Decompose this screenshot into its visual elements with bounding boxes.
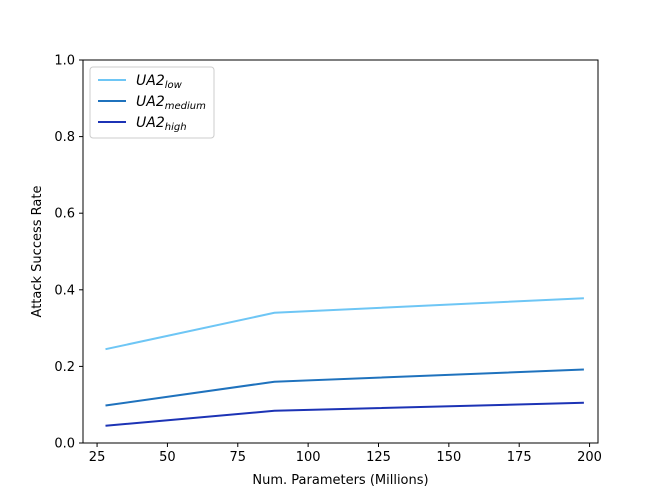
x-axis: 25 50 75 100 125 150 175 200	[89, 443, 602, 465]
legend-box	[89, 66, 215, 139]
y-tick-label: 1.0	[54, 54, 75, 69]
y-axis: 0.0 0.2 0.4 0.6 0.8 1.0	[54, 54, 83, 452]
x-tick-label: 75	[230, 450, 247, 465]
series-line-high	[105, 401, 584, 427]
y-tick-label: 0.4	[54, 283, 75, 298]
y-axis-label: Attack Success Rate	[30, 186, 45, 318]
series-lines	[105, 297, 584, 427]
y-tick-label: 0.2	[54, 360, 75, 375]
x-axis-label: Num. Parameters (Millions)	[252, 473, 428, 488]
series-line-medium	[105, 368, 584, 407]
x-tick-label: 175	[507, 450, 532, 465]
x-tick-label: 50	[159, 450, 176, 465]
series-line-low	[105, 297, 584, 351]
x-tick-label: 125	[366, 450, 391, 465]
x-tick-label: 100	[296, 450, 321, 465]
x-tick-label: 25	[89, 450, 106, 465]
y-tick-label: 0.0	[54, 437, 75, 452]
y-tick-label: 0.8	[54, 130, 75, 145]
x-tick-label: 150	[436, 450, 461, 465]
x-tick-label: 200	[577, 450, 602, 465]
plot-frame	[82, 59, 599, 444]
y-tick-label: 0.6	[54, 207, 75, 222]
